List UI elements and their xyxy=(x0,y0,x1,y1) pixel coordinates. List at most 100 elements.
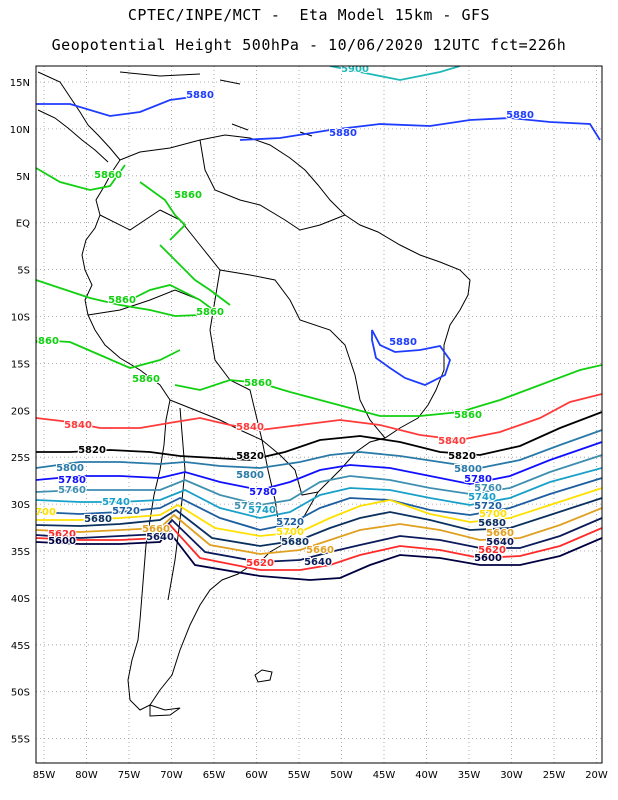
lat-tick-label: 10N xyxy=(10,125,30,136)
contour-label-5760: 5760 xyxy=(58,485,86,496)
contour-label-5600: 5600 xyxy=(48,536,76,547)
lon-tick-label: 40W xyxy=(415,770,438,781)
contour-label-5700: 5700 xyxy=(479,509,507,520)
falkland-islands xyxy=(254,669,273,683)
contour-label-5880: 5880 xyxy=(186,90,214,101)
contour-label-5860: 5860 xyxy=(108,295,136,306)
contour-label-5860: 5860 xyxy=(454,410,482,421)
contour-5640 xyxy=(36,517,602,563)
south-america-coastline xyxy=(81,134,471,711)
contour-5900 xyxy=(329,66,461,81)
map-title: CPTEC/INPE/MCT - Eta Model 15km - GFS xyxy=(127,6,491,24)
contour-label-5720: 5720 xyxy=(112,506,140,517)
contour-label-5880: 5880 xyxy=(389,337,417,348)
map-frame xyxy=(35,65,603,764)
lon-tick-label: 20W xyxy=(585,770,608,781)
contour-5740 xyxy=(36,467,602,519)
contour-label-5780: 5780 xyxy=(58,475,86,486)
central-america-coastline xyxy=(37,71,121,161)
contour-5860-north xyxy=(36,164,231,316)
caribbean-islands xyxy=(119,71,313,137)
contour-label-5700: 5700 xyxy=(276,527,304,538)
lon-tick-label: 50W xyxy=(330,770,353,781)
contour-label-5780: 5780 xyxy=(249,487,277,498)
contour-label-5640: 5640 xyxy=(304,557,332,568)
contour-label-5740: 5740 xyxy=(248,505,276,516)
lat-tick-label: EQ xyxy=(16,219,30,230)
contour-label-5820: 5820 xyxy=(78,445,106,456)
contour-label-5620: 5620 xyxy=(48,529,76,540)
lat-tick-label: 15N xyxy=(10,78,30,89)
lat-tick-label: 40S xyxy=(11,594,30,605)
contour-label-5800: 5800 xyxy=(236,470,264,481)
contour-label-5640: 5640 xyxy=(146,532,174,543)
contour-5700 xyxy=(36,487,602,537)
contour-5800 xyxy=(36,429,602,469)
tierra-del-fuego xyxy=(149,704,181,717)
contour-label-5760: 5760 xyxy=(474,483,502,494)
lat-tick-label: 30S xyxy=(11,500,30,511)
contour-label-5880: 5880 xyxy=(506,110,534,121)
contour-label-5780: 5780 xyxy=(464,474,492,485)
contour-5620 xyxy=(36,523,602,571)
contour-label-5680: 5680 xyxy=(281,537,309,548)
contour-label-5860: 5860 xyxy=(132,374,160,385)
contour-label-5800: 5800 xyxy=(454,464,482,475)
contour-label-5620: 5620 xyxy=(246,558,274,569)
contour-5680 xyxy=(36,497,602,547)
contour-label-5660: 5660 xyxy=(306,545,334,556)
contour-label-5720: 5720 xyxy=(276,517,304,528)
contour-label-5700: 5700 xyxy=(28,507,56,518)
lon-tick-label: 55W xyxy=(288,770,311,781)
lon-tick-label: 80W xyxy=(75,770,98,781)
lon-tick-label: 60W xyxy=(245,770,268,781)
axis-tick-labels: 85W 80W 75W 70W 65W 60W 55W 50W 45W 40W 35W 30W 25W 2… xyxy=(10,78,608,781)
lon-tick-label: 25W xyxy=(543,770,566,781)
contour-label-5860: 5860 xyxy=(94,170,122,181)
lon-tick-label: 45W xyxy=(373,770,396,781)
contour-label-5840: 5840 xyxy=(64,420,92,431)
contour-label-5740: 5740 xyxy=(102,497,130,508)
contour-5760 xyxy=(36,454,602,506)
contour-label-5820: 5820 xyxy=(448,451,476,462)
lon-tick-label: 75W xyxy=(118,770,141,781)
contour-label-5860: 5860 xyxy=(196,307,224,318)
contour-label-5680: 5680 xyxy=(478,518,506,529)
contour-5860-main xyxy=(36,279,602,417)
lat-tick-label: 15S xyxy=(11,359,30,370)
contour-label-5760: 5760 xyxy=(234,501,262,512)
contour-5600 xyxy=(36,528,602,581)
contour-label-5860: 5860 xyxy=(174,190,202,201)
lon-tick-label: 70W xyxy=(160,770,183,781)
lat-tick-label: 20S xyxy=(11,406,30,417)
height-contours xyxy=(36,66,602,581)
contour-label-5860: 5860 xyxy=(31,336,59,347)
central-america-pacific-coast xyxy=(37,109,109,163)
lat-tick-label: 10S xyxy=(11,313,30,324)
lat-tick-label: 5N xyxy=(16,172,30,183)
lat-tick-label: 50S xyxy=(11,688,30,699)
lon-tick-label: 65W xyxy=(203,770,226,781)
contour-5780 xyxy=(36,441,602,491)
contour-5840 xyxy=(36,393,602,441)
contour-label-5660: 5660 xyxy=(486,528,514,539)
contour-5720 xyxy=(36,477,602,531)
contour-label-5620: 5620 xyxy=(478,545,506,556)
lon-tick-label: 30W xyxy=(500,770,523,781)
contour-label-5720: 5720 xyxy=(474,501,502,512)
contour-5880-brazil xyxy=(371,329,451,386)
contour-label-5600: 5600 xyxy=(474,553,502,564)
contour-labels: 5900 5880 5880 5880 5880 5860 5860 5860 5860 5860… xyxy=(28,64,535,570)
coastline-borders xyxy=(37,71,471,717)
lat-tick-label: 35S xyxy=(11,547,30,558)
contour-label-5680: 5680 xyxy=(84,514,112,525)
lon-tick-label: 85W xyxy=(33,770,56,781)
contour-5820 xyxy=(36,411,602,461)
contour-label-5900: 5900 xyxy=(341,64,369,75)
contour-5660 xyxy=(36,507,602,555)
lat-tick-label: 5S xyxy=(17,266,30,277)
lat-tick-label: 45S xyxy=(11,641,30,652)
map-subtitle: Geopotential Height 500hPa - 10/06/2020 … xyxy=(51,36,567,54)
contour-label-5640: 5640 xyxy=(486,537,514,548)
